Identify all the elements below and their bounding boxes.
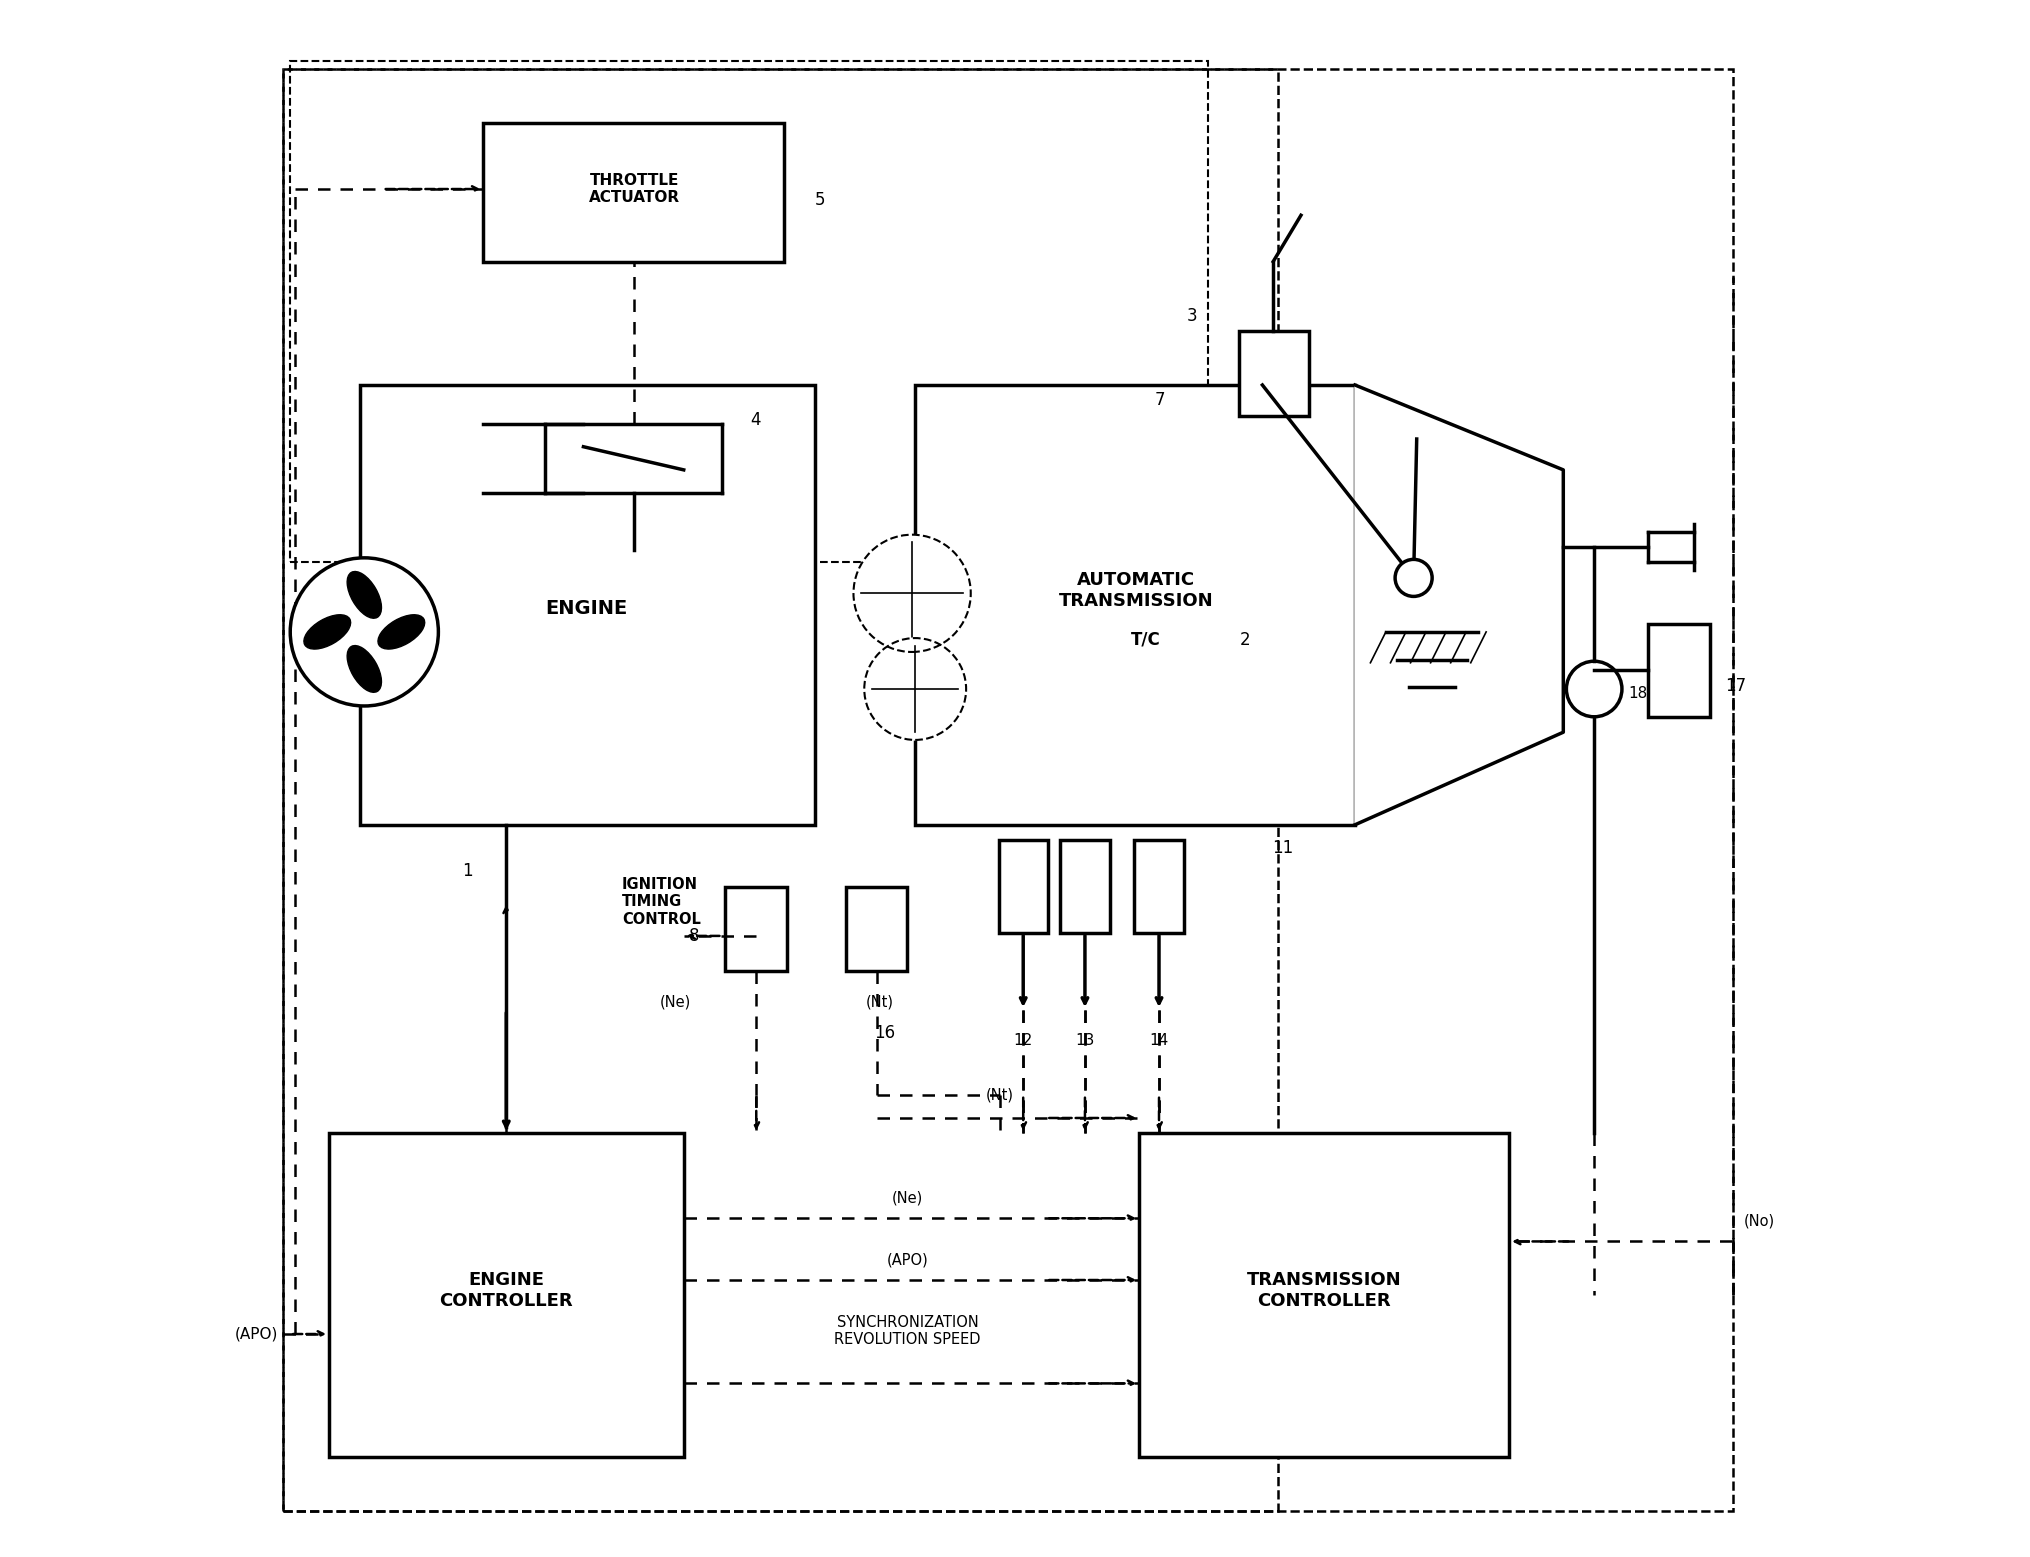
Bar [1238,332,1307,416]
Text: 3: 3 [1186,307,1198,324]
Text: (Ne): (Ne) [891,1191,924,1205]
Polygon shape [1354,385,1563,825]
Text: 14: 14 [1149,1034,1167,1048]
Bar [282,69,1277,1512]
Text: AUTOMATIC
TRANSMISSION: AUTOMATIC TRANSMISSION [1058,571,1212,610]
Text: (APO): (APO) [233,1327,278,1342]
Bar [290,61,1208,562]
Text: 1: 1 [461,863,473,880]
Circle shape [1395,559,1431,596]
Bar [1648,624,1709,716]
Bar [1135,841,1183,933]
Text: (Ne): (Ne) [660,995,690,1010]
Bar [916,385,1354,825]
Text: (APO): (APO) [887,1252,928,1267]
Text: (Nt): (Nt) [987,1087,1013,1102]
Text: THROTTLE
ACTUATOR: THROTTLE ACTUATOR [589,173,680,206]
Text: 8: 8 [688,926,698,945]
Text: (Nt): (Nt) [865,995,893,1010]
Text: TRANSMISSION
CONTROLLER: TRANSMISSION CONTROLLER [1246,1272,1401,1309]
Bar [1060,841,1108,933]
Text: 7: 7 [1155,391,1165,409]
Circle shape [1565,662,1622,716]
Text: 4: 4 [749,411,759,430]
Text: T/C: T/C [1131,631,1161,649]
Text: ENGINE
CONTROLLER: ENGINE CONTROLLER [438,1272,572,1309]
Ellipse shape [347,571,382,618]
Bar [999,841,1047,933]
Circle shape [865,638,966,740]
Text: 17: 17 [1723,677,1746,694]
Circle shape [290,557,438,705]
Text: 18: 18 [1628,687,1646,701]
Text: 2: 2 [1238,631,1248,649]
Bar [329,1133,684,1457]
Text: 5: 5 [814,192,824,209]
Text: (No): (No) [1744,1214,1774,1228]
Ellipse shape [304,615,351,649]
Text: SYNCHRONIZATION
REVOLUTION SPEED: SYNCHRONIZATION REVOLUTION SPEED [834,1314,980,1347]
Bar [483,123,784,262]
Text: 12: 12 [1013,1034,1033,1048]
Text: 13: 13 [1074,1034,1094,1048]
Bar [725,886,788,972]
Bar [844,886,907,972]
Ellipse shape [378,615,424,649]
Circle shape [853,534,970,652]
Text: 11: 11 [1271,839,1293,856]
Bar [359,385,814,825]
Ellipse shape [347,646,382,693]
Text: ENGINE: ENGINE [546,599,627,618]
Text: 16: 16 [873,1025,895,1042]
Bar [1139,1133,1508,1457]
Text: IGNITION
TIMING
CONTROL: IGNITION TIMING CONTROL [621,877,700,926]
